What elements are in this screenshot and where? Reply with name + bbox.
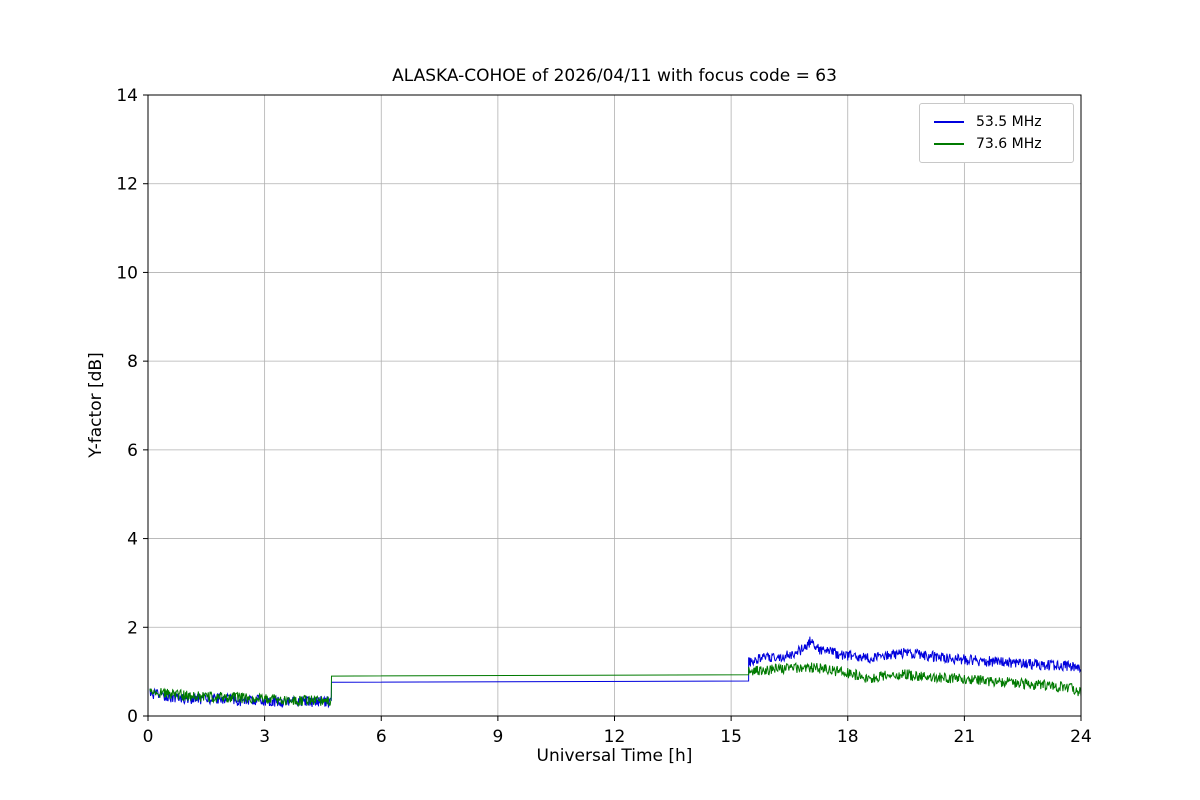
series-line-73.6-MHz (149, 661, 1082, 708)
y-tick-label: 0 (127, 707, 138, 727)
y-tick-label: 10 (116, 263, 138, 283)
x-tick-label: 24 (1070, 727, 1092, 747)
legend: 53.5 MHz 73.6 MHz (919, 103, 1074, 163)
y-tick-label: 14 (116, 86, 138, 106)
y-axis-label: Y-factor [dB] (86, 352, 106, 458)
x-tick-label: 9 (492, 727, 503, 747)
y-tick-label: 2 (127, 618, 138, 638)
y-tick-label: 12 (116, 175, 138, 195)
legend-line-swatch (934, 121, 964, 123)
chart-title: ALASKA-COHOE of 2026/04/11 with focus co… (392, 66, 837, 86)
series-line-53.5-MHz (149, 636, 1082, 709)
x-tick-label: 6 (376, 727, 387, 747)
x-tick-label: 0 (143, 727, 154, 747)
y-tick-label: 6 (127, 441, 138, 461)
y-tick-label: 8 (127, 352, 138, 372)
legend-entry: 53.5 MHz (930, 111, 1063, 133)
x-tick-label: 15 (720, 727, 742, 747)
legend-label: 53.5 MHz (976, 114, 1042, 130)
x-tick-label: 21 (954, 727, 976, 747)
x-tick-label: 12 (604, 727, 626, 747)
legend-line-swatch (934, 143, 964, 145)
legend-label: 73.6 MHz (976, 136, 1042, 152)
legend-entry: 73.6 MHz (930, 133, 1063, 155)
x-axis-label: Universal Time [h] (536, 746, 693, 766)
x-tick-label: 3 (259, 727, 270, 747)
x-tick-label: 18 (837, 727, 859, 747)
y-tick-label: 4 (127, 530, 138, 550)
